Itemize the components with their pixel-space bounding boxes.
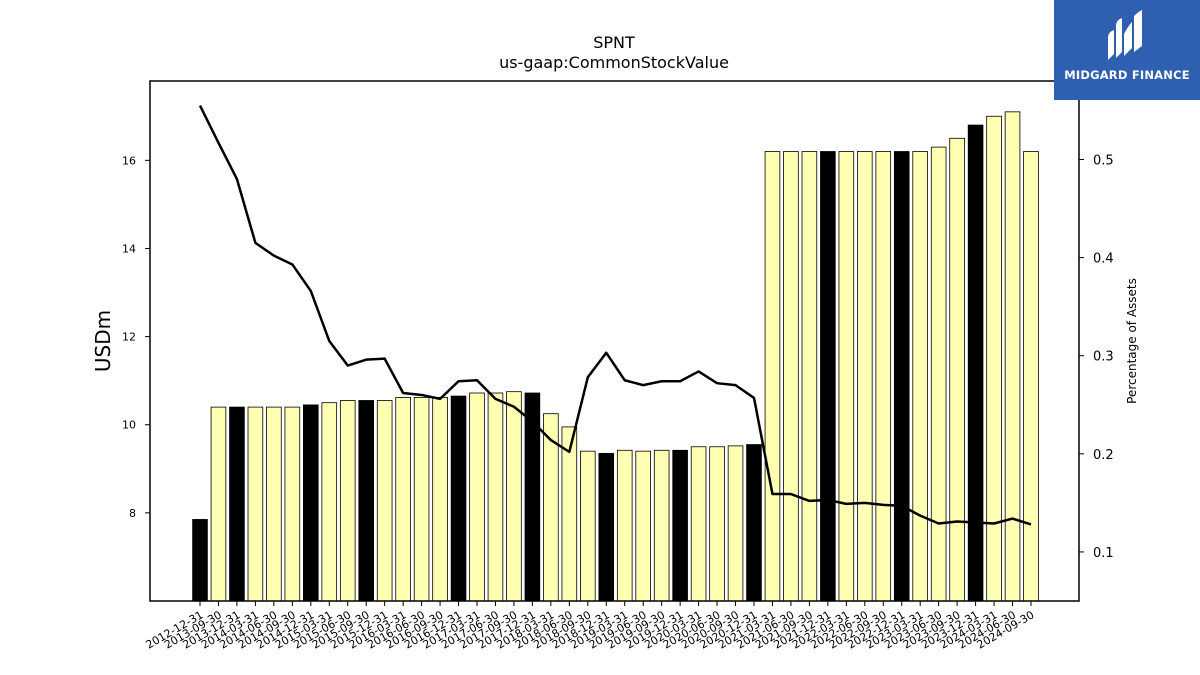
y2-tick-label: 0.5 [1093,153,1114,168]
line-layer [198,104,1032,526]
y-axis-right: 0.1 0.2 0.3 0.4 0.5 [1079,153,1114,561]
bar-2022-03-31 [838,151,855,602]
y2-tick-label: 0.1 [1093,546,1114,561]
x-axis: 2012-12-312013-09-302013-12-312014-03-31… [144,601,1037,652]
bar-2014-12-31 [303,404,319,602]
y-tick-label: 12 [122,331,136,344]
bar-2013-12-31 [229,406,245,602]
percentage-of-assets-line [198,104,1032,526]
bar-2016-03-31 [395,397,411,602]
bar-2015-09-30 [358,400,374,602]
y-tick-label: 8 [129,507,136,520]
bar-2019-12-31 [672,449,688,602]
bar-2015-12-31 [376,400,393,602]
bar-2022-12-31 [893,151,910,602]
bar-2019-09-30 [653,449,670,602]
bar-2017-12-31 [524,392,541,602]
bar-2013-09-30 [210,406,227,602]
bar-2015-03-31 [321,402,338,602]
bar-2022-06-30 [857,151,873,602]
bar-2016-06-30 [413,397,430,602]
y2-axis-label: Percentage of Assets [1125,278,1139,404]
bar-2024-09-30 [1023,151,1039,602]
bar-2023-06-30 [930,146,947,602]
bar-2021-06-30 [783,151,799,602]
bar-2021-03-31 [764,151,781,602]
bar-2014-03-31 [247,406,264,602]
bar-2020-09-30 [727,445,744,602]
bar-2024-03-31 [986,115,1002,602]
bar-2023-09-30 [949,137,965,602]
bar-2020-06-30 [709,446,725,602]
bar-2014-09-30 [284,406,301,602]
y2-tick-label: 0.4 [1093,252,1114,267]
bar-2019-06-30 [635,450,651,602]
bar-2017-03-31 [469,392,485,602]
bar-2014-06-30 [266,406,282,602]
y-tick-label: 14 [122,242,136,255]
chart-subtitle: us-gaap:CommonStockValue [499,53,729,72]
logo-mark-icon [1108,10,1142,60]
y-tick-label: 16 [122,154,136,167]
bar-2021-12-31 [820,151,836,602]
bar-2018-03-31 [543,413,559,602]
bars-layer [192,111,1039,602]
bar-2018-12-31 [598,452,615,602]
chart-title: SPNT [593,33,635,52]
plot-frame [149,80,1080,602]
bar-2017-09-30 [506,391,522,602]
bar-2018-09-30 [580,450,596,602]
logo: MIDGARD FINANCE [1054,0,1200,100]
y2-tick-label: 0.3 [1093,350,1114,365]
y-tick-label: 10 [122,419,136,432]
bar-2016-09-30 [432,397,448,602]
bar-2023-12-31 [967,124,984,602]
y-axis-left: 8 10 12 14 16 [122,154,150,520]
bar-2015-06-30 [339,400,356,602]
y2-tick-label: 0.2 [1093,448,1114,463]
bar-2021-09-30 [801,151,818,602]
bar-2020-12-31 [746,444,762,602]
y-axis-label: USDm [91,310,115,372]
bar-2023-03-31 [912,151,928,602]
bar-2020-03-31 [690,446,707,602]
bar-2024-06-30 [1004,111,1021,602]
bar-2017-06-30 [487,392,504,602]
bar-2016-12-31 [450,395,467,602]
bar-2012-12-31 [192,519,208,602]
logo-text: MIDGARD FINANCE [1064,68,1190,82]
bar-2022-09-30 [875,151,892,602]
bar-2019-03-31 [616,449,633,602]
